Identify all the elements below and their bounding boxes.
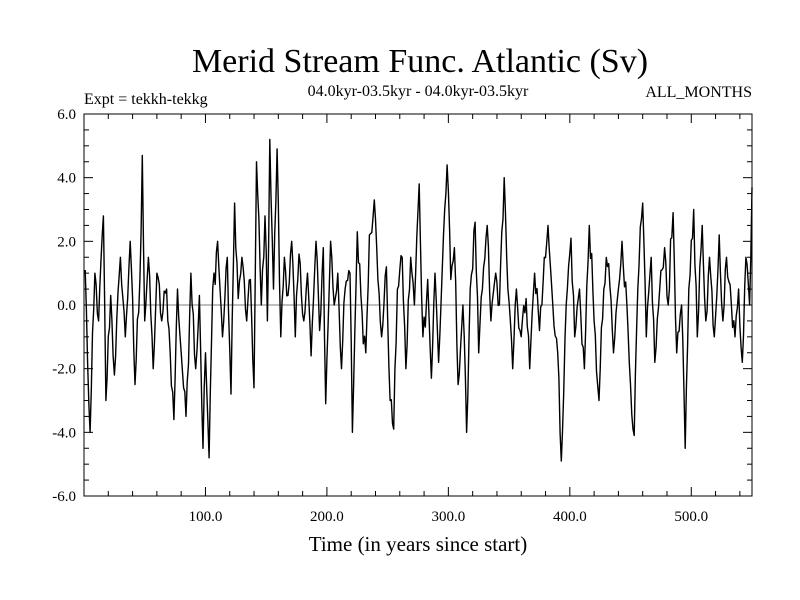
months-label: ALL_MONTHS: [645, 84, 752, 101]
y-tick-label: -6.0: [52, 489, 76, 505]
y-tick-label: 4.0: [57, 171, 76, 187]
x-tick-label: 100.0: [189, 509, 223, 525]
y-tick-label: -2.0: [52, 362, 76, 378]
y-tick-label: -4.0: [52, 425, 76, 441]
period-label: 04.0kyr-03.5kyr - 04.0kyr-03.5kyr: [308, 83, 529, 100]
x-tick-label: 500.0: [674, 509, 708, 525]
series-line: [84, 138, 753, 462]
series-group: [84, 138, 753, 462]
y-tick-label: 0.0: [57, 298, 76, 314]
chart-title: Merid Stream Func. Atlantic (Sv): [192, 43, 648, 80]
experiment-label: Expt = tekkh-tekkg: [84, 91, 208, 108]
y-tick-label: 2.0: [57, 234, 76, 250]
y-tick-label: 6.0: [57, 107, 76, 123]
x-tick-label: 200.0: [310, 509, 344, 525]
x-axis: 100.0 200.0 300.0 400.0 500.0: [107, 114, 741, 525]
x-tick-label: 300.0: [431, 509, 465, 525]
y-axis: 6.0 4.0 2.0 0.0 -2.0 -4.0 -6.0: [52, 107, 752, 505]
x-axis-label: Time (in years since start): [309, 532, 528, 556]
x-tick-label: 400.0: [553, 509, 587, 525]
